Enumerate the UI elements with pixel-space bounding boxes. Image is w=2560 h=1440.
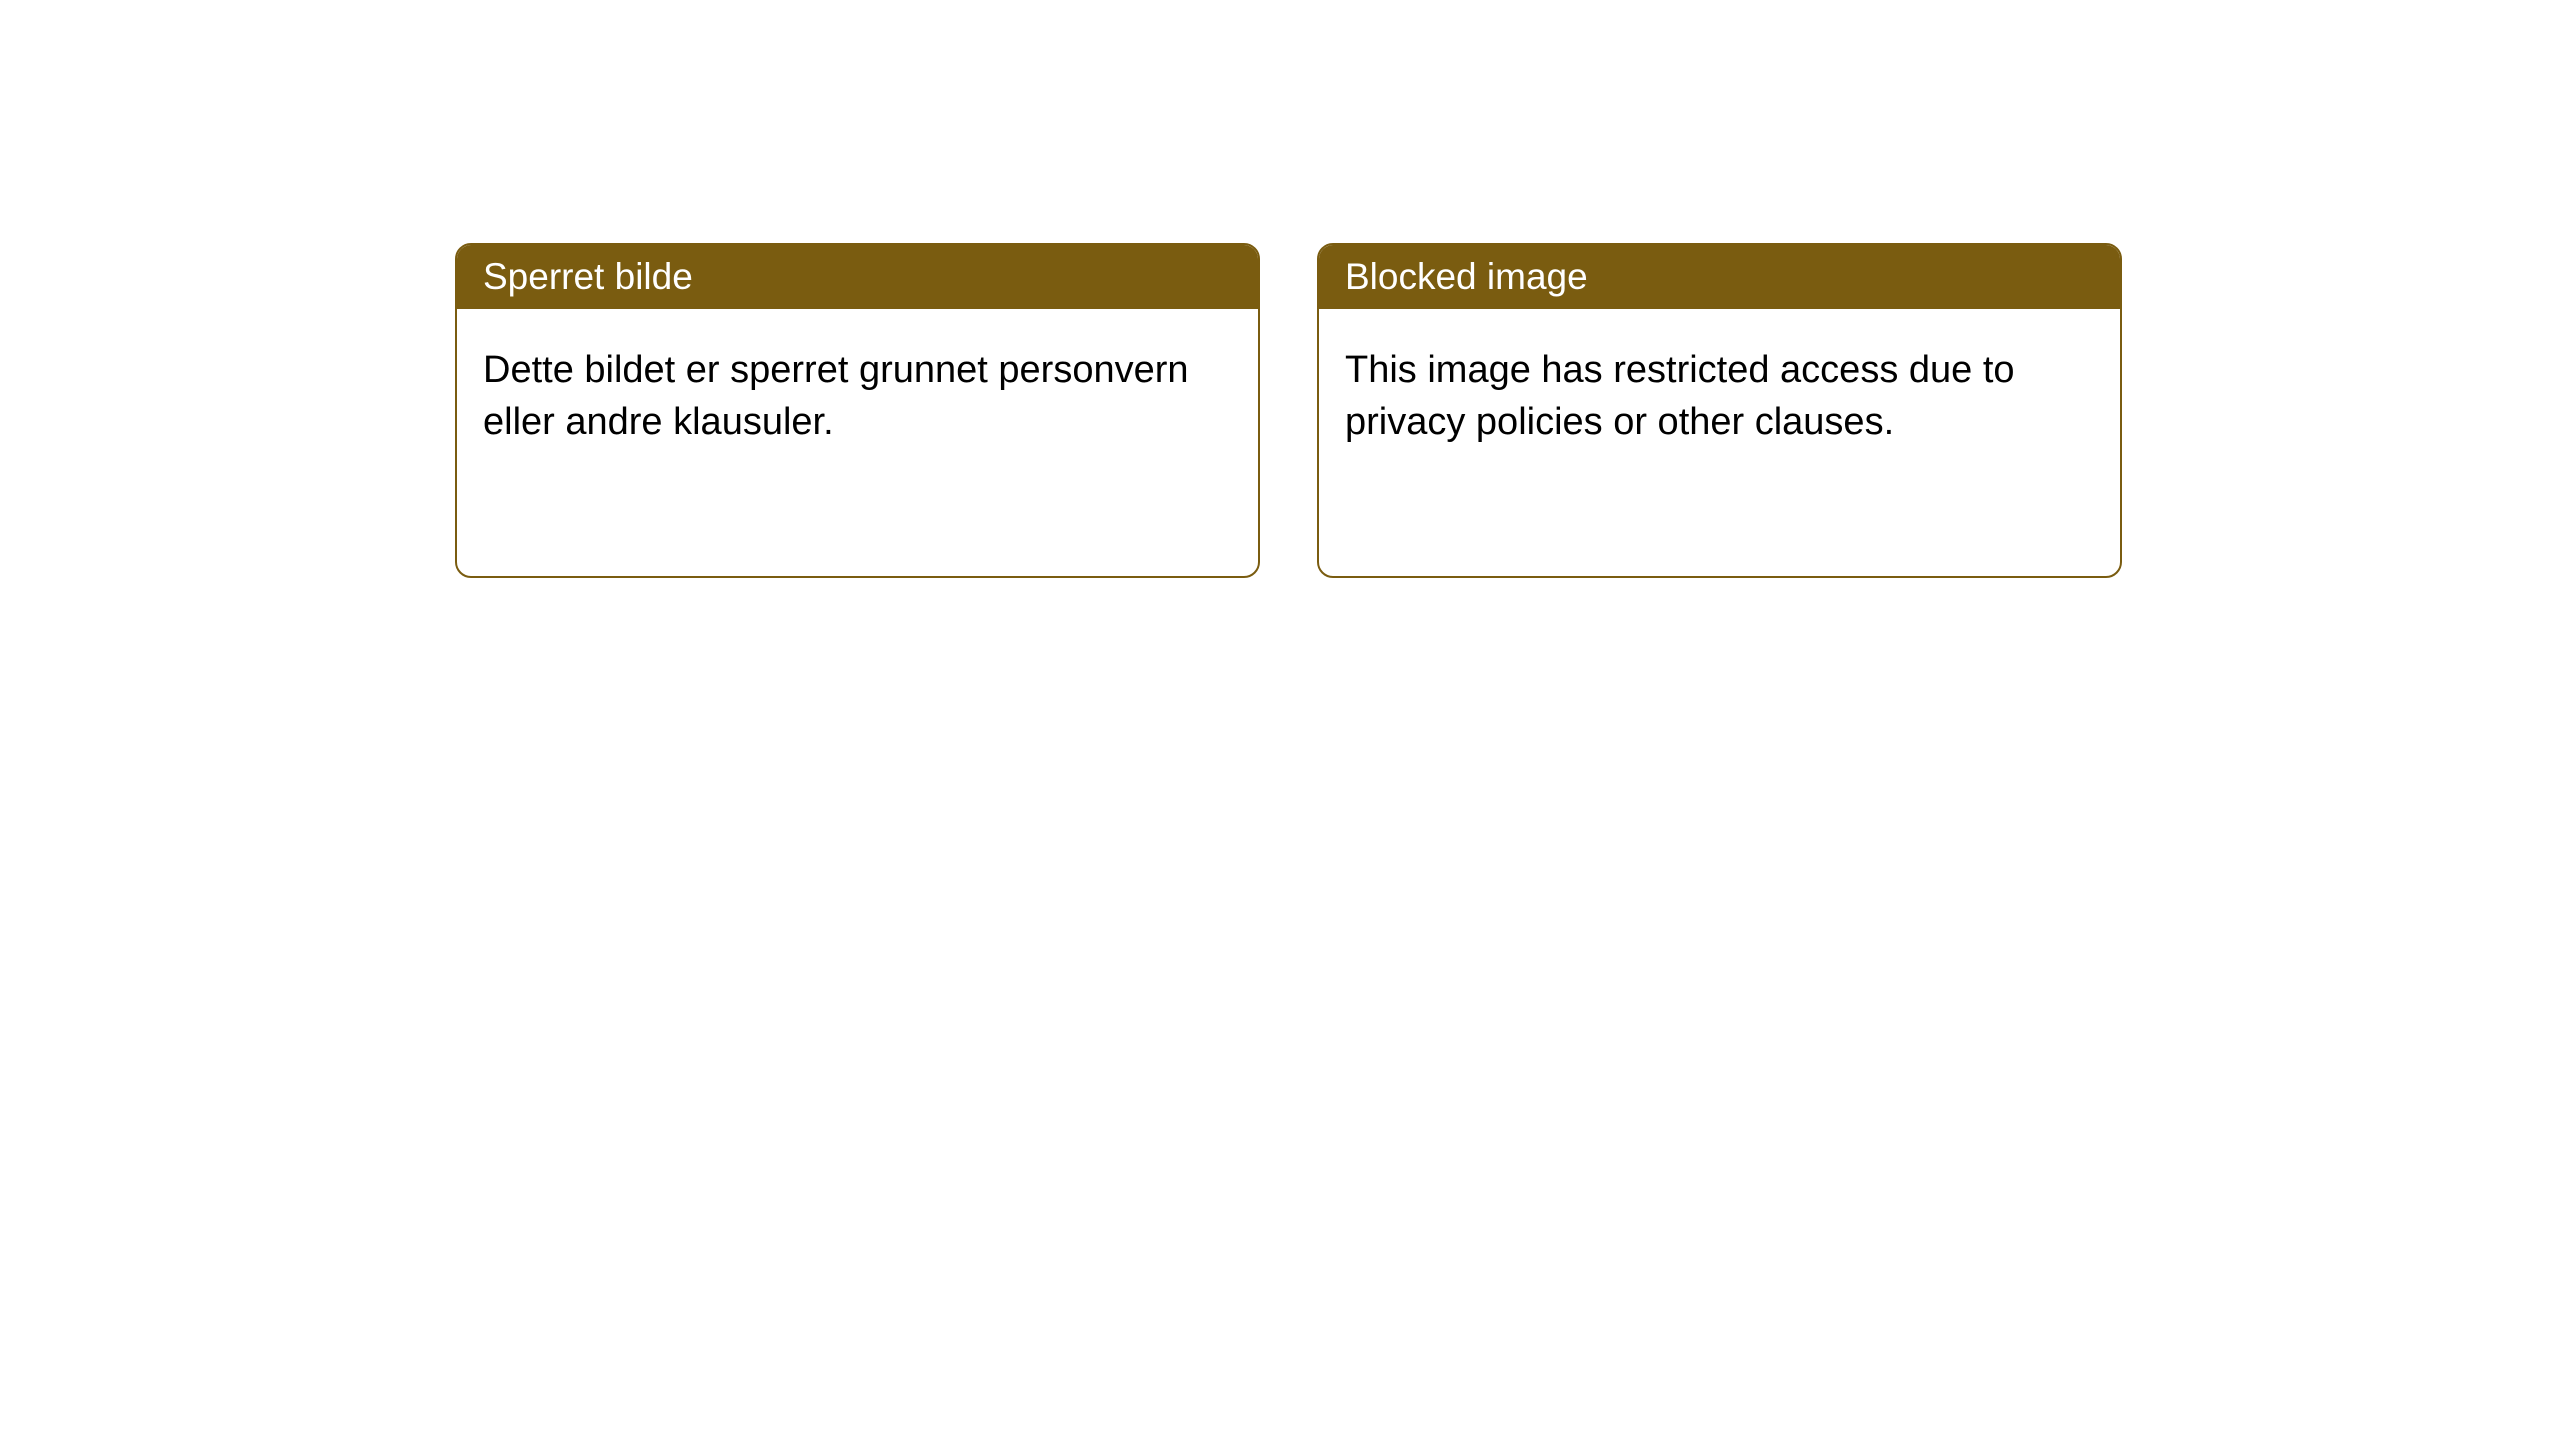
notice-card-norwegian: Sperret bilde Dette bildet er sperret gr…	[455, 243, 1260, 578]
notice-card-body: This image has restricted access due to …	[1319, 309, 2120, 484]
notice-card-title: Blocked image	[1319, 245, 2120, 309]
notice-cards-container: Sperret bilde Dette bildet er sperret gr…	[455, 243, 2122, 578]
notice-card-body: Dette bildet er sperret grunnet personve…	[457, 309, 1258, 484]
notice-card-title: Sperret bilde	[457, 245, 1258, 309]
notice-card-english: Blocked image This image has restricted …	[1317, 243, 2122, 578]
